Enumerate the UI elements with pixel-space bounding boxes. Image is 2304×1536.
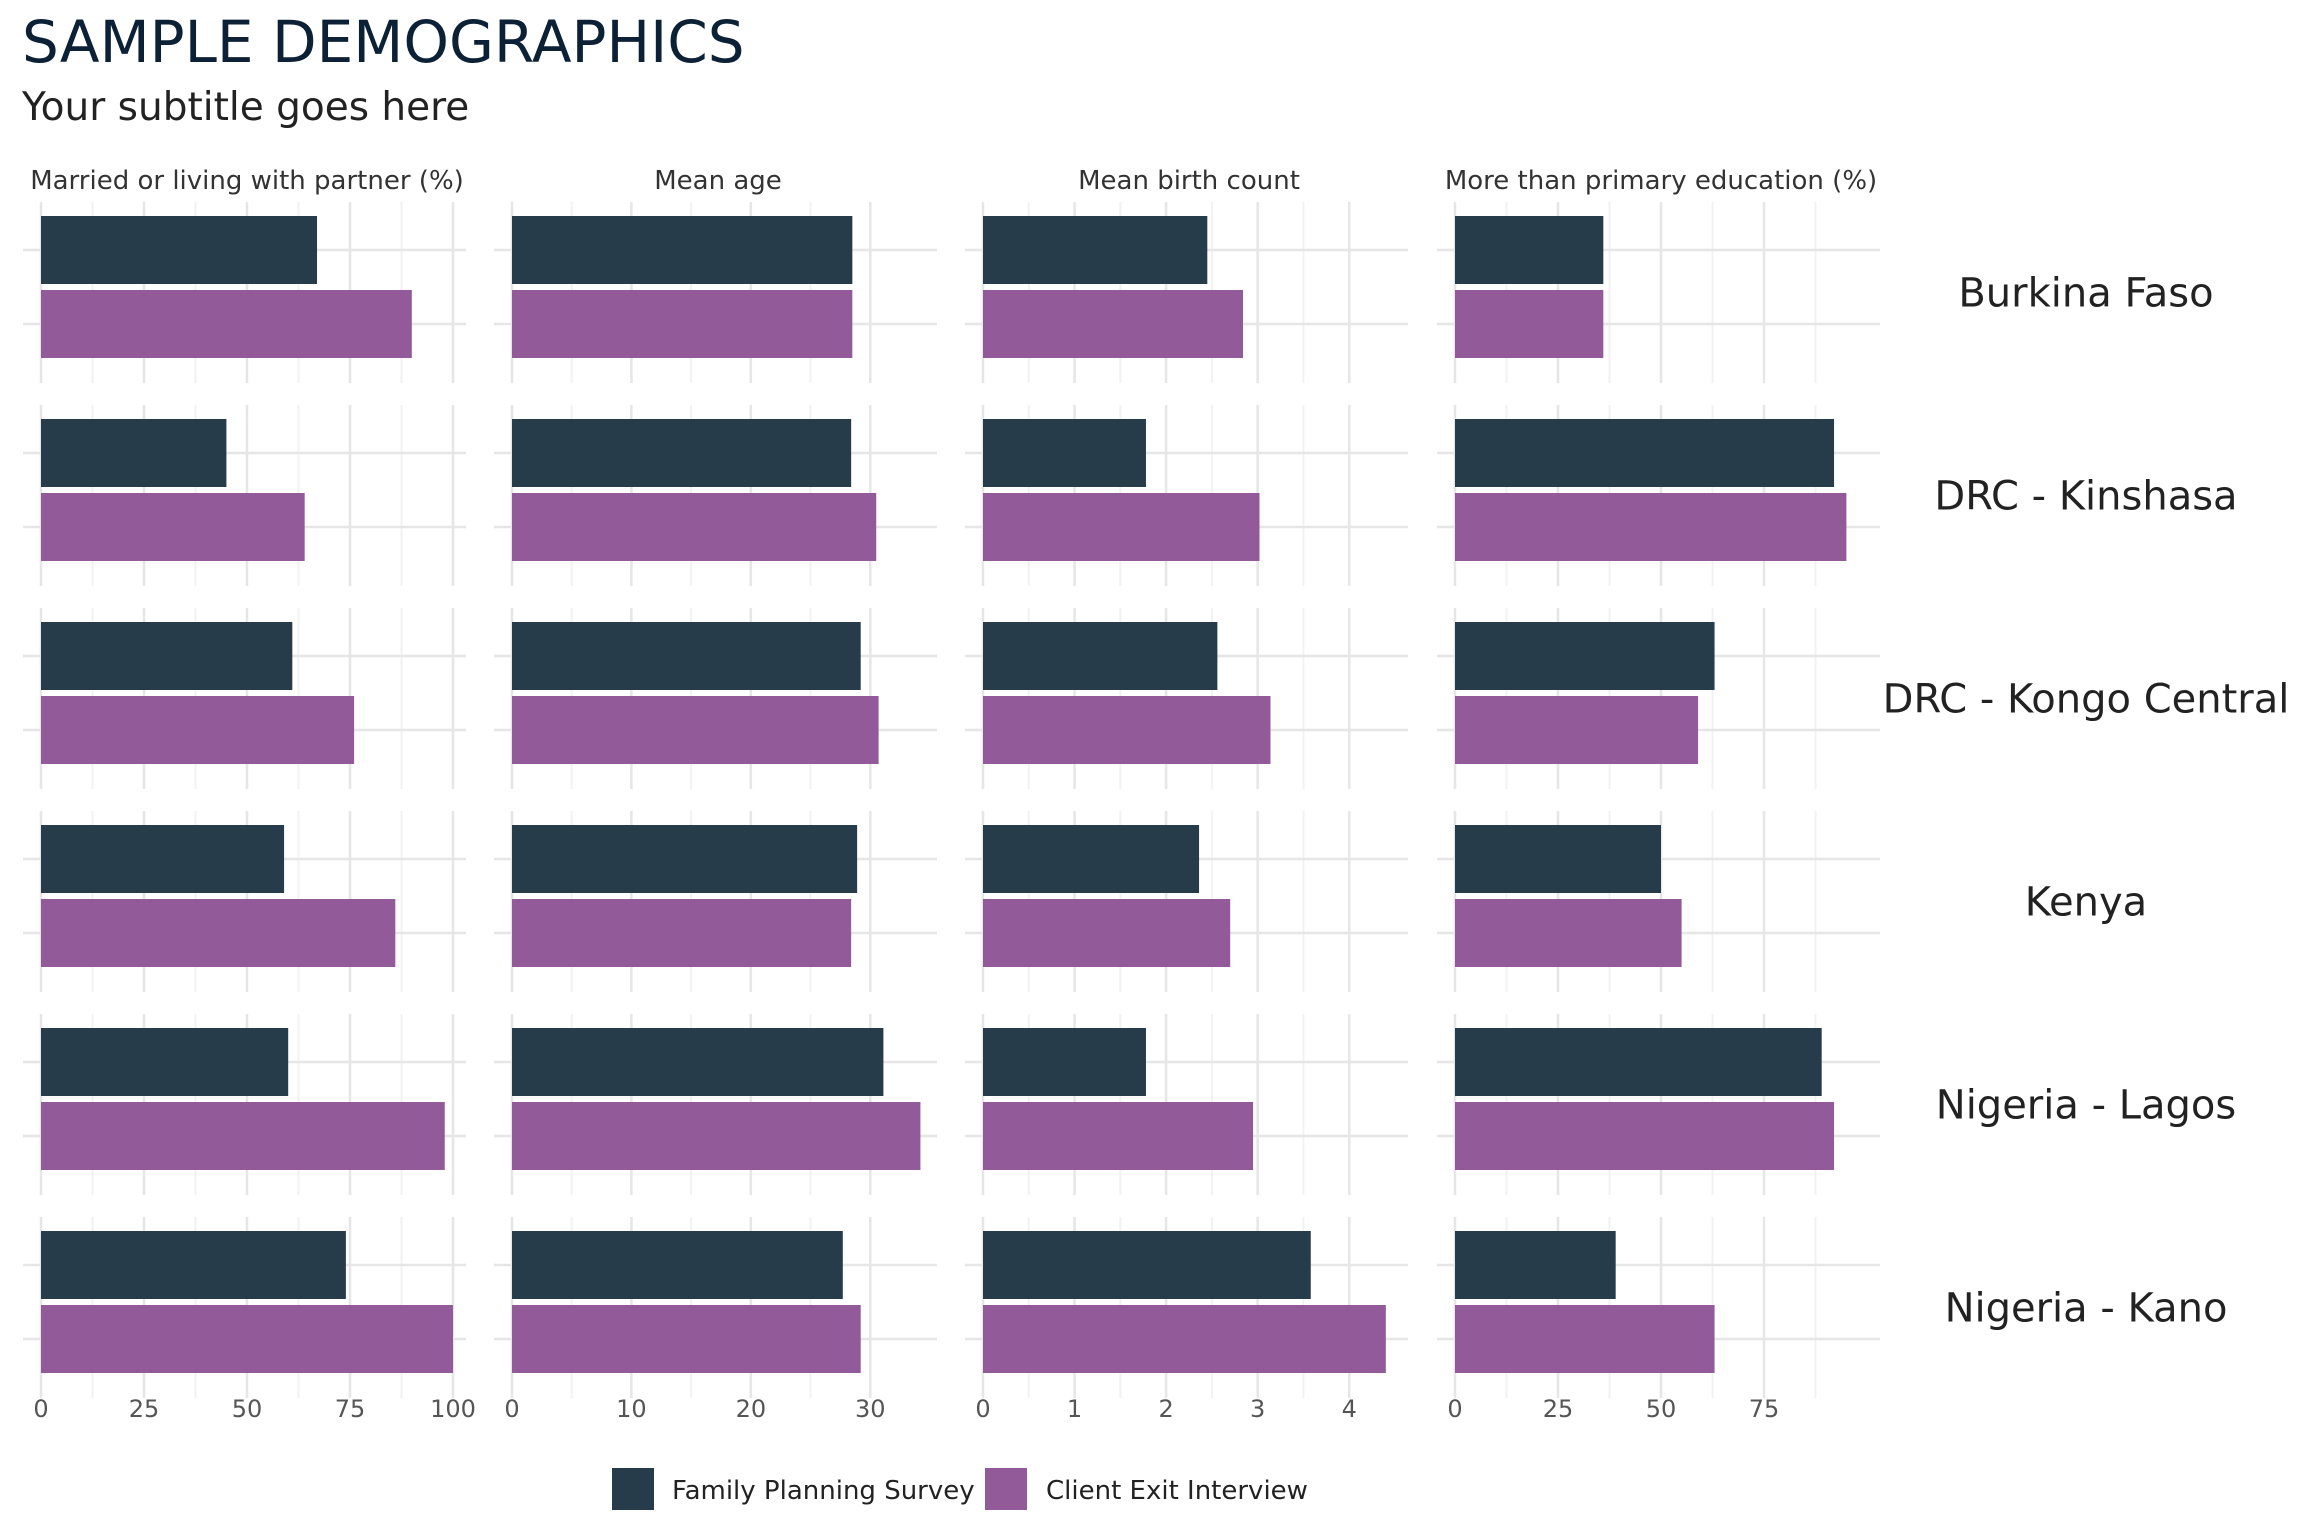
x-tick-label: 25: [129, 1395, 160, 1423]
bar-client-exit-interview: [41, 493, 305, 561]
bar-family-planning-survey: [983, 622, 1218, 690]
bar-client-exit-interview: [1455, 1102, 1835, 1170]
bar-family-planning-survey: [41, 419, 227, 487]
row-label: Nigeria - Kano: [1945, 1286, 2228, 1332]
x-tick-label: 75: [335, 1395, 366, 1423]
x-tick-label: 0: [33, 1395, 48, 1423]
bar-client-exit-interview: [983, 493, 1260, 561]
bar-family-planning-survey: [1455, 1028, 1822, 1096]
x-tick-label: 0: [504, 1395, 519, 1423]
chart-subtitle: Your subtitle goes here: [21, 85, 469, 130]
bar-client-exit-interview: [1455, 899, 1682, 967]
legend: Family Planning Survey Client Exit Interv…: [612, 1468, 1308, 1510]
bar-client-exit-interview: [983, 1102, 1254, 1170]
x-tick-label: 0: [975, 1395, 990, 1423]
bar-client-exit-interview: [1455, 1305, 1715, 1373]
x-tick-label: 3: [1250, 1395, 1265, 1423]
bar-client-exit-interview: [41, 899, 396, 967]
bar-client-exit-interview: [983, 1305, 1386, 1373]
bar-family-planning-survey: [41, 1028, 289, 1096]
bar-family-planning-survey: [983, 825, 1200, 893]
bar-client-exit-interview: [41, 696, 355, 764]
row-label: Nigeria - Lagos: [1936, 1083, 2236, 1129]
bar-family-planning-survey: [512, 216, 853, 284]
bar-client-exit-interview: [41, 290, 412, 358]
bar-family-planning-survey: [983, 1028, 1146, 1096]
x-tick-label: 4: [1342, 1395, 1357, 1423]
row-label: DRC - Kinshasa: [1934, 474, 2237, 520]
legend-label: Client Exit Interview: [1046, 1476, 1308, 1506]
bar-client-exit-interview: [1455, 493, 1847, 561]
bar-client-exit-interview: [983, 899, 1231, 967]
bar-client-exit-interview: [1455, 290, 1604, 358]
row-label: DRC - Kongo Central: [1883, 677, 2290, 723]
bar-family-planning-survey: [512, 419, 852, 487]
bar-family-planning-survey: [983, 216, 1208, 284]
bar-client-exit-interview: [512, 493, 877, 561]
bar-family-planning-survey: [512, 1231, 843, 1299]
x-tick-label: 20: [736, 1395, 767, 1423]
bar-family-planning-survey: [41, 622, 293, 690]
x-tick-label: 30: [855, 1395, 886, 1423]
x-tick-label: 2: [1158, 1395, 1173, 1423]
bar-family-planning-survey: [983, 1231, 1311, 1299]
legend-key: [985, 1468, 1027, 1510]
facet-title: Married or living with partner (%): [30, 166, 464, 196]
row-label: Burkina Faso: [1958, 271, 2213, 317]
x-tick-label: 10: [616, 1395, 647, 1423]
bar-client-exit-interview: [512, 899, 852, 967]
bar-client-exit-interview: [41, 1102, 445, 1170]
plot-area: Married or living with partner (%) Mean a…: [23, 166, 2289, 1423]
bar-client-exit-interview: [1455, 696, 1699, 764]
bar-client-exit-interview: [983, 696, 1271, 764]
row-label: Kenya: [2025, 880, 2147, 926]
legend-label: Family Planning Survey: [672, 1476, 975, 1506]
chart-title: SAMPLE DEMOGRAPHICS: [22, 8, 745, 76]
bar-client-exit-interview: [512, 1305, 861, 1373]
x-tick-label: 100: [430, 1395, 476, 1423]
x-tick-label: 50: [1646, 1395, 1677, 1423]
x-tick-label: 25: [1543, 1395, 1574, 1423]
legend-key: [612, 1468, 654, 1510]
bar-client-exit-interview: [512, 1102, 921, 1170]
bar-family-planning-survey: [1455, 622, 1715, 690]
bar-family-planning-survey: [1455, 216, 1604, 284]
bar-client-exit-interview: [512, 696, 879, 764]
bar-family-planning-survey: [1455, 825, 1661, 893]
bar-family-planning-survey: [41, 825, 285, 893]
bar-family-planning-survey: [41, 216, 318, 284]
facet-title: More than primary education (%): [1445, 166, 1877, 196]
facet-title: Mean birth count: [1078, 166, 1300, 196]
bar-family-planning-survey: [512, 622, 861, 690]
x-tick-label: 75: [1749, 1395, 1780, 1423]
bar-family-planning-survey: [512, 1028, 884, 1096]
bar-client-exit-interview: [41, 1305, 453, 1373]
facet-title: Mean age: [654, 166, 782, 196]
x-tick-label: 0: [1447, 1395, 1462, 1423]
bar-family-planning-survey: [512, 825, 858, 893]
bar-family-planning-survey: [1455, 419, 1835, 487]
bar-family-planning-survey: [1455, 1231, 1616, 1299]
bar-family-planning-survey: [983, 419, 1146, 487]
bar-family-planning-survey: [41, 1231, 346, 1299]
x-tick-label: 1: [1067, 1395, 1082, 1423]
x-tick-label: 50: [232, 1395, 263, 1423]
bar-client-exit-interview: [983, 290, 1244, 358]
bar-client-exit-interview: [512, 290, 853, 358]
